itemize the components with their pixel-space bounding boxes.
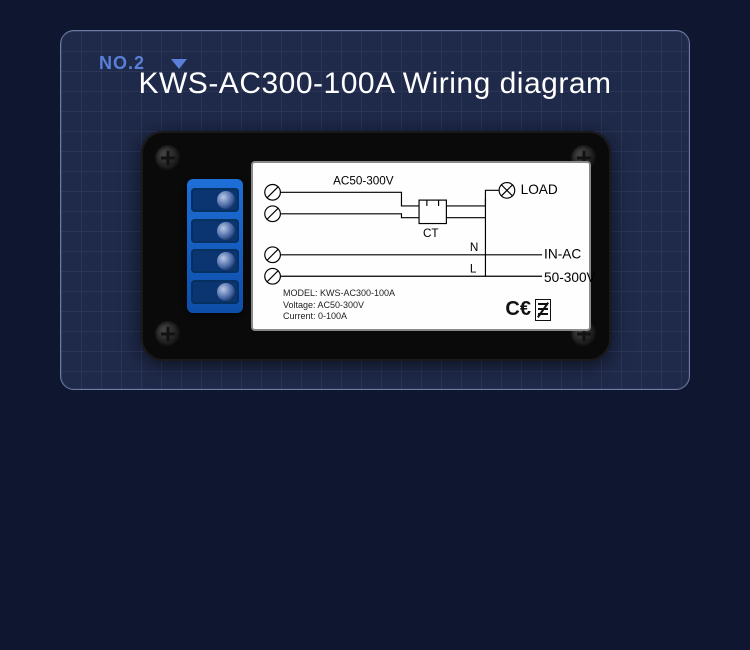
terminal-block [187, 179, 243, 313]
ct-label: CT [423, 227, 439, 240]
inac-label: IN-AC [544, 247, 581, 262]
diagram-panel: NO.2 KWS-AC300-100A Wiring diagram [60, 30, 690, 390]
model-spec: MODEL: KWS-AC300-100A [283, 288, 395, 300]
device-enclosure: AC50-300V CT LOAD N L IN-AC 50-300V MODE… [141, 131, 611, 361]
terminal-screw-icon [191, 219, 239, 243]
weee-icon [535, 299, 551, 321]
terminal-screw-icon [191, 188, 239, 212]
current-spec: Current: 0-100A [283, 311, 395, 323]
l-label: L [470, 262, 477, 275]
spec-block: MODEL: KWS-AC300-100A Voltage: AC50-300V… [283, 288, 395, 323]
voltage-spec: Voltage: AC50-300V [283, 300, 395, 312]
terminal-screw-icon [191, 249, 239, 273]
label-plate: AC50-300V CT LOAD N L IN-AC 50-300V MODE… [251, 161, 591, 331]
voltage-range-label: 50-300V [544, 270, 597, 285]
terminal-screw-icon [191, 280, 239, 304]
load-label: LOAD [521, 182, 558, 197]
ac-range-label: AC50-300V [333, 174, 394, 187]
screw-icon [155, 145, 181, 171]
ce-mark-icon: C€ [505, 298, 531, 321]
n-label: N [470, 241, 478, 254]
cert-block: C€ [505, 298, 551, 321]
diagram-title: KWS-AC300-100A Wiring diagram [61, 67, 689, 101]
screw-icon [155, 321, 181, 347]
